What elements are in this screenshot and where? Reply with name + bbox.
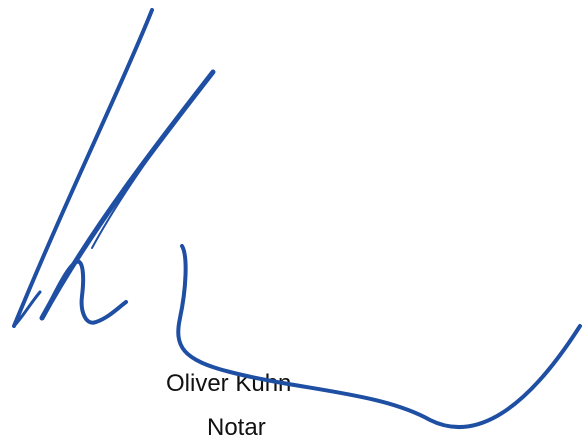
signatory-name: Oliver Kuhn: [166, 370, 292, 397]
signature-stroke: [40, 259, 128, 325]
signature-stroke: [12, 8, 154, 328]
signatory-title: Notar: [207, 414, 266, 441]
signature-stroke: [91, 77, 211, 249]
signature-stroke: [176, 244, 582, 429]
signature-stroke: [12, 290, 42, 328]
signature-stroke: [39, 69, 216, 321]
